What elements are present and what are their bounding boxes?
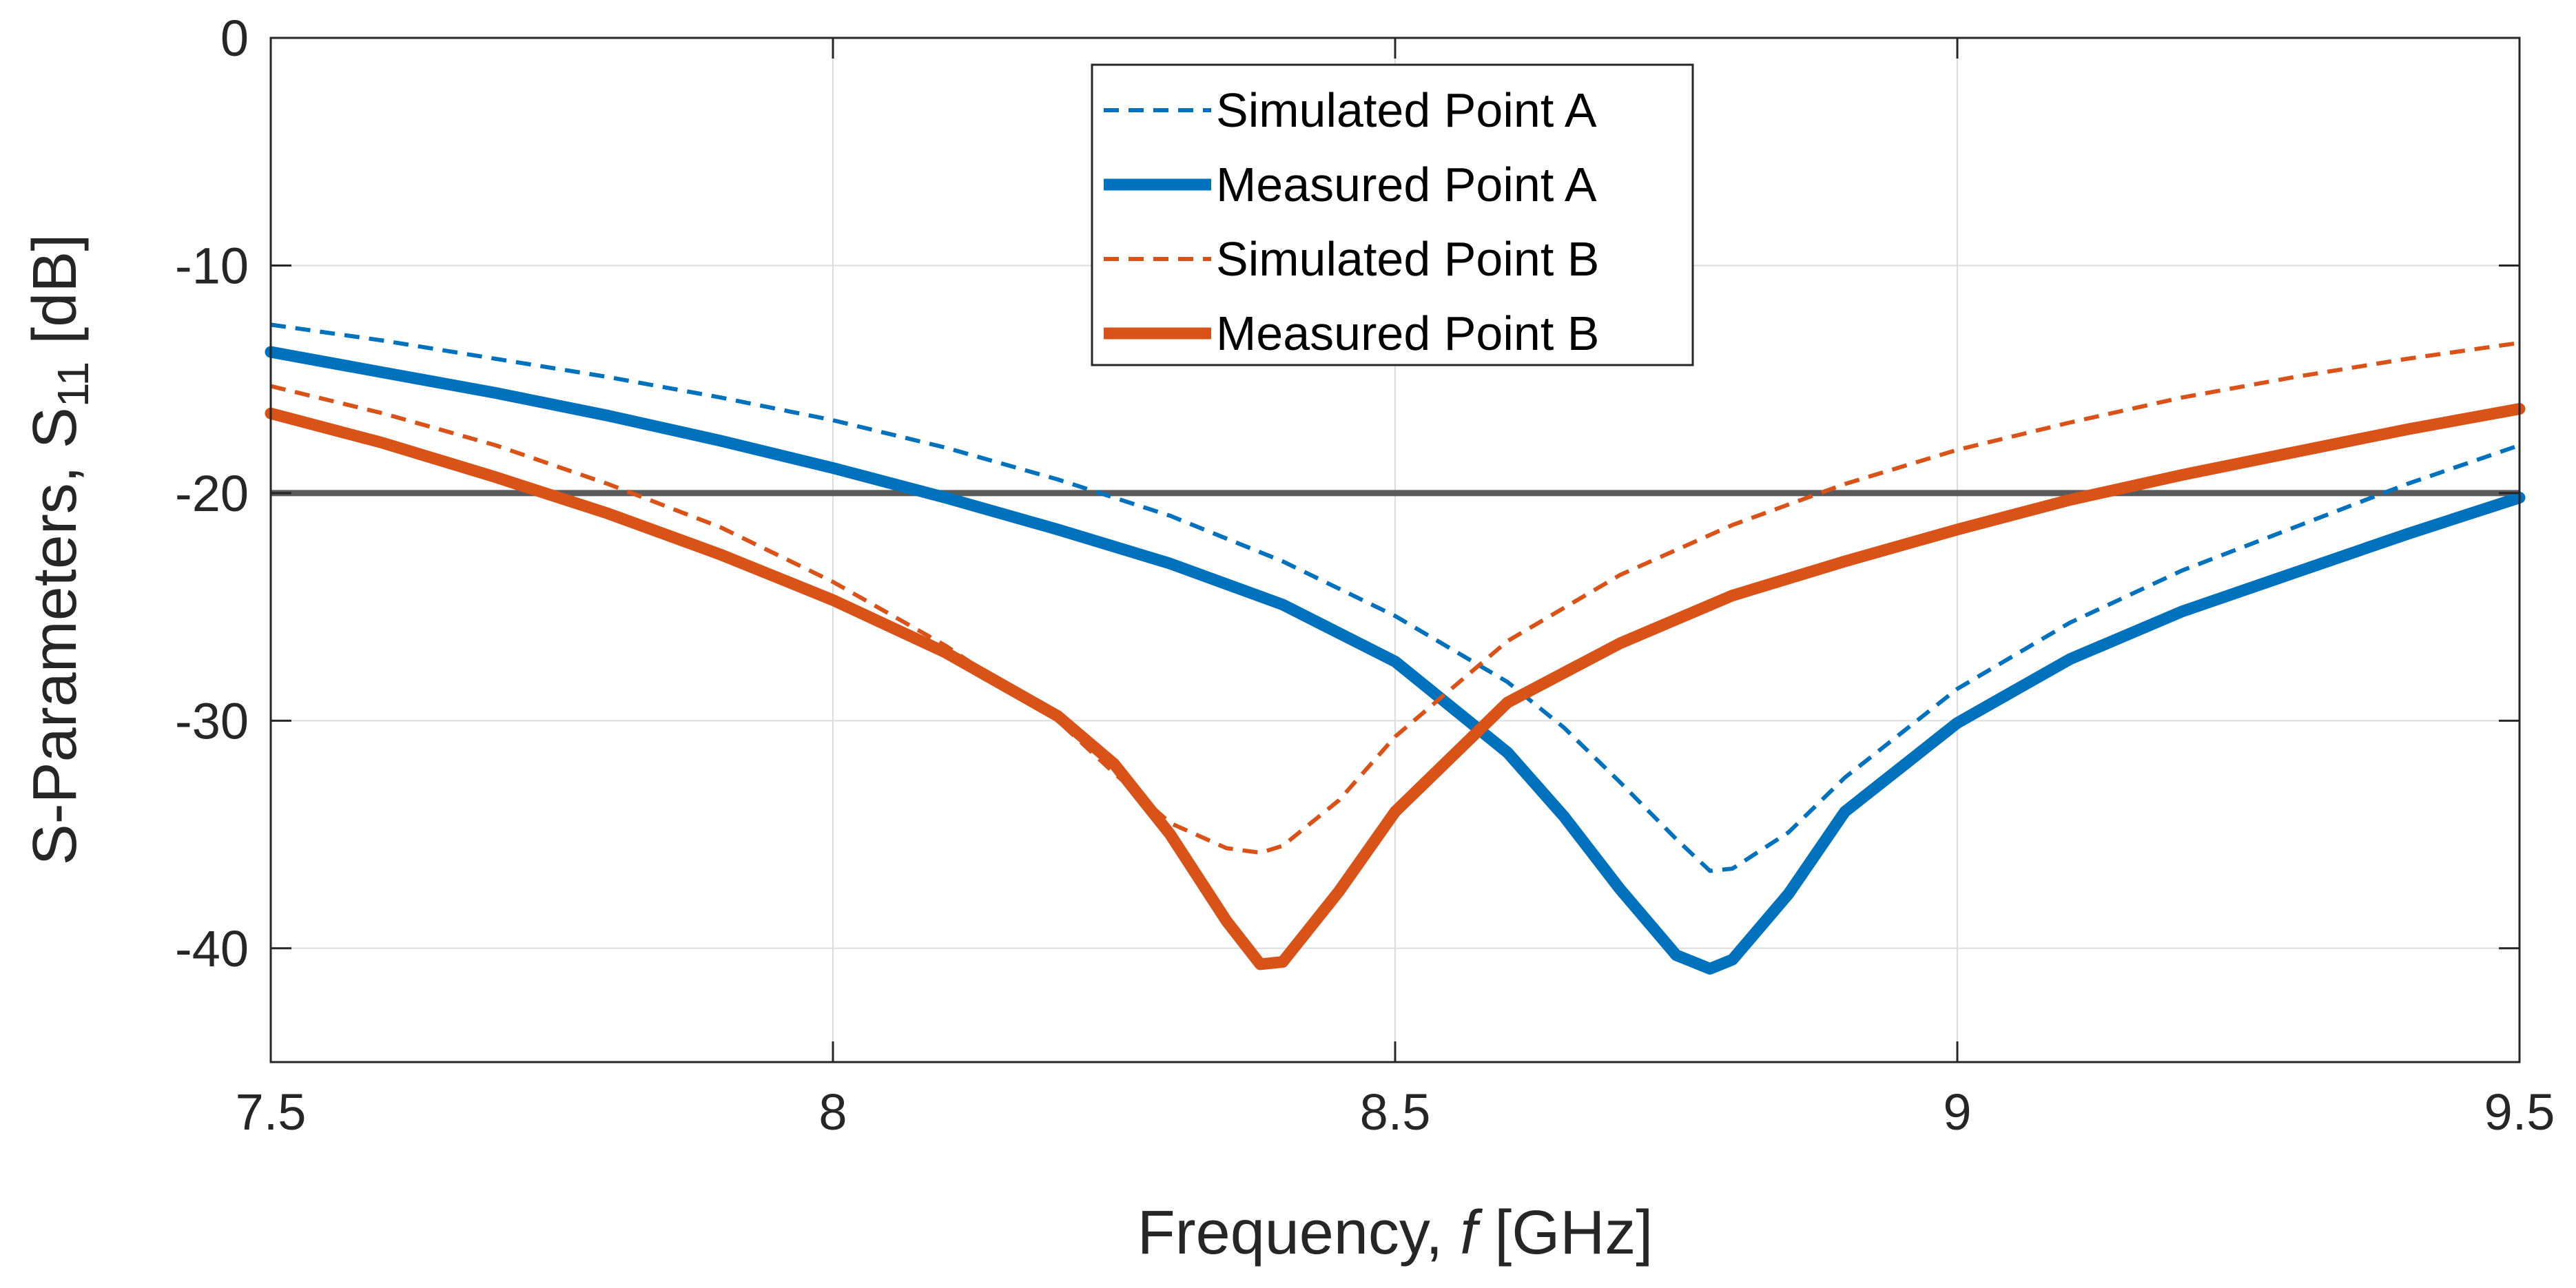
legend: Simulated Point A Measured Point A Simulat… [1091, 63, 1694, 366]
legend-label: Simulated Point B [1216, 232, 1599, 286]
y-axis-label-subscript: 11 [48, 362, 98, 407]
series-line-measured-point-b [265, 403, 2526, 970]
axis-ticks: 7.5 8 8.5 9 9.5 0 -10 -20 -30 -40 [175, 10, 2555, 1141]
y-axis-label: S-Parameters, S11 [dB] [21, 234, 98, 866]
y-tick-label: -30 [175, 692, 249, 749]
x-tick-label: 8 [818, 1083, 847, 1141]
x-axis-label: Frequency, f [GHz] [1137, 1198, 1653, 1267]
x-tick-label: 8.5 [1360, 1083, 1431, 1141]
series-line-simulated-point-a [270, 322, 2520, 873]
y-tick-label: -10 [175, 237, 249, 294]
legend-label: Measured Point B [1216, 307, 1599, 360]
x-tick-label: 7.5 [236, 1083, 307, 1141]
x-tick-label: 9.5 [2484, 1083, 2555, 1141]
y-tick-label: -20 [175, 465, 249, 522]
y-tick-label: 0 [220, 10, 249, 67]
legend-label: Measured Point A [1216, 158, 1597, 211]
series-lines [265, 322, 2526, 975]
series-line-simulated-point-b [270, 340, 2520, 855]
x-tick-label: 9 [1943, 1083, 1971, 1141]
legend-box [1091, 63, 1694, 366]
y-tick-label: -40 [175, 920, 249, 977]
series-line-measured-point-a [265, 346, 2526, 975]
legend-label: Simulated Point A [1216, 83, 1597, 137]
